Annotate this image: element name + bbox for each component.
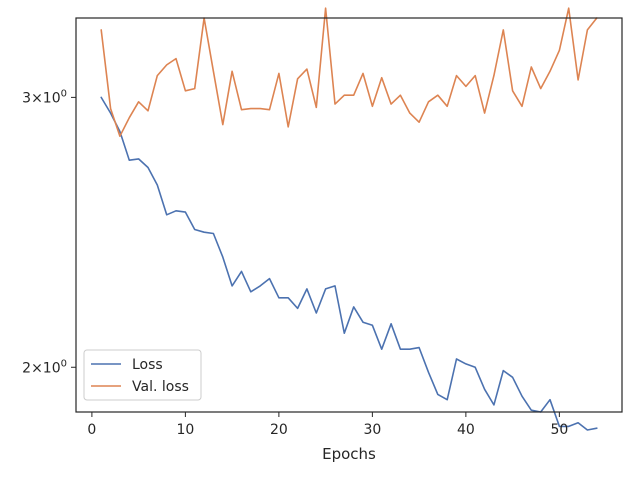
legend-box: [83, 349, 202, 401]
x-axis-ticks: 0 10 20 30 40 50: [87, 412, 568, 438]
x-axis-label: Epochs: [322, 445, 376, 463]
y-axis-ticks: 2×100 3×100: [22, 88, 76, 376]
series-layer: [100, 7, 598, 431]
legend: Loss Val. loss: [83, 349, 202, 401]
y-tick-label: 3×100: [22, 88, 67, 106]
plot-frame: [75, 17, 623, 413]
legend-label: Loss: [132, 357, 163, 373]
x-tick-label: 40: [457, 422, 475, 438]
x-tick-label: 10: [176, 422, 194, 438]
y-tick-label: 2×100: [22, 358, 67, 376]
x-tick-label: 50: [550, 422, 568, 438]
series-line-loss: [100, 96, 598, 431]
x-tick-label: 0: [87, 422, 96, 438]
x-tick-label: 30: [363, 422, 381, 438]
x-tick-label: 20: [270, 422, 288, 438]
series-line-val-loss: [100, 7, 598, 137]
legend-label: Val. loss: [132, 379, 189, 395]
